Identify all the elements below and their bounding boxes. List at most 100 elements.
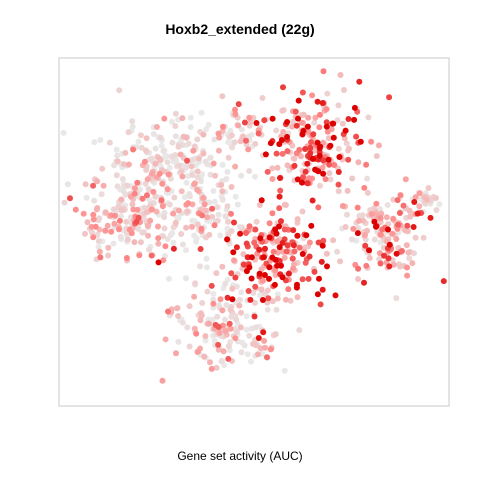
scatter-point [194,174,201,181]
scatter-point [238,126,245,133]
scatter-point [219,93,226,100]
scatter-point [205,121,212,128]
scatter-point [290,227,297,234]
scatter-point [193,330,200,337]
scatter-point [197,263,203,270]
scatter-point [302,146,309,152]
scatter-point [212,321,219,328]
scatter-point [219,307,226,314]
scatter-point [337,258,344,265]
scatter-point [306,239,313,246]
scatter-point [174,214,181,221]
scatter-point [281,254,288,261]
scatter-point [141,204,148,211]
scatter-point [436,201,443,208]
scatter-point [386,241,393,248]
scatter-point [262,344,268,351]
scatter-point [355,265,362,272]
scatter-point [298,153,304,160]
scatter-point [386,94,393,101]
scatter-point [124,236,131,243]
scatter-point [90,234,97,241]
scatter-point [237,230,244,237]
scatter-point [261,337,268,344]
scatter-point [320,237,327,244]
scatter-point [111,220,118,227]
scatter-point [305,275,312,282]
scatter-point [142,180,149,187]
scatter-point [336,154,343,160]
scatter-point [199,212,206,219]
scatter-point [141,158,148,165]
scatter-point [210,296,217,303]
scatter-point [165,171,172,178]
scatter-point [276,244,283,251]
scatter-point [335,181,342,188]
scatter-point [397,192,404,199]
scatter-point [284,133,290,140]
scatter-point [160,148,167,154]
scatter-point [296,146,303,153]
scatter-point [394,197,401,204]
scatter-point [183,275,189,282]
scatter-point [296,327,303,334]
scatter-point [344,187,351,194]
scatter-point [324,128,331,135]
scatter-point [224,236,231,243]
scatter-point [82,181,89,188]
scatter-point [259,95,266,101]
scatter-point [125,129,132,136]
scatter-point [172,219,179,226]
scatter-point [279,274,286,281]
scatter-point [371,218,378,225]
scatter-point [405,249,412,256]
scatter-point [276,193,283,200]
scatter-point [269,115,276,122]
scatter-point [111,162,117,169]
scatter-point [215,211,222,218]
scatter-point [285,270,292,277]
scatter-point [284,242,291,249]
scatter-point [183,224,190,231]
scatter-point [229,285,236,292]
scatter-point [238,172,245,179]
scatter-point [400,202,407,209]
scatter-point [172,123,179,129]
scatter-point [194,136,201,143]
scatter-point [406,207,413,214]
scatter-point [192,280,199,287]
scatter-point [102,209,109,216]
scatter-point [155,259,162,266]
scatter-point [220,123,226,130]
scatter-point [246,332,253,339]
scatter-point [268,346,274,353]
scatter-point [269,210,276,217]
scatter-point [315,239,322,246]
scatter-point [187,114,194,121]
scatter-point [351,104,358,111]
scatter-point [256,202,263,208]
scatter-point [215,346,222,353]
scatter-point [215,130,222,137]
scatter-point [208,282,215,289]
scatter-point [150,131,157,137]
scatter-point [228,313,235,320]
scatter-point [210,188,217,194]
scatter-point [237,138,244,145]
scatter-point [215,341,222,348]
scatter-point [153,124,160,130]
scatter-point [373,223,379,230]
scatter-point [311,119,318,126]
scatter-point [209,205,216,212]
scatter-point [202,337,209,344]
scatter-point [235,101,242,108]
scatter-point [390,196,397,203]
scatter-point [269,176,276,182]
scatter-point [355,159,362,166]
scatter-point [227,306,234,313]
scatter-point [423,196,430,203]
scatter-point [402,176,409,183]
scatter-point [200,150,207,157]
scatter-point [404,264,410,271]
scatter-point [290,265,297,272]
